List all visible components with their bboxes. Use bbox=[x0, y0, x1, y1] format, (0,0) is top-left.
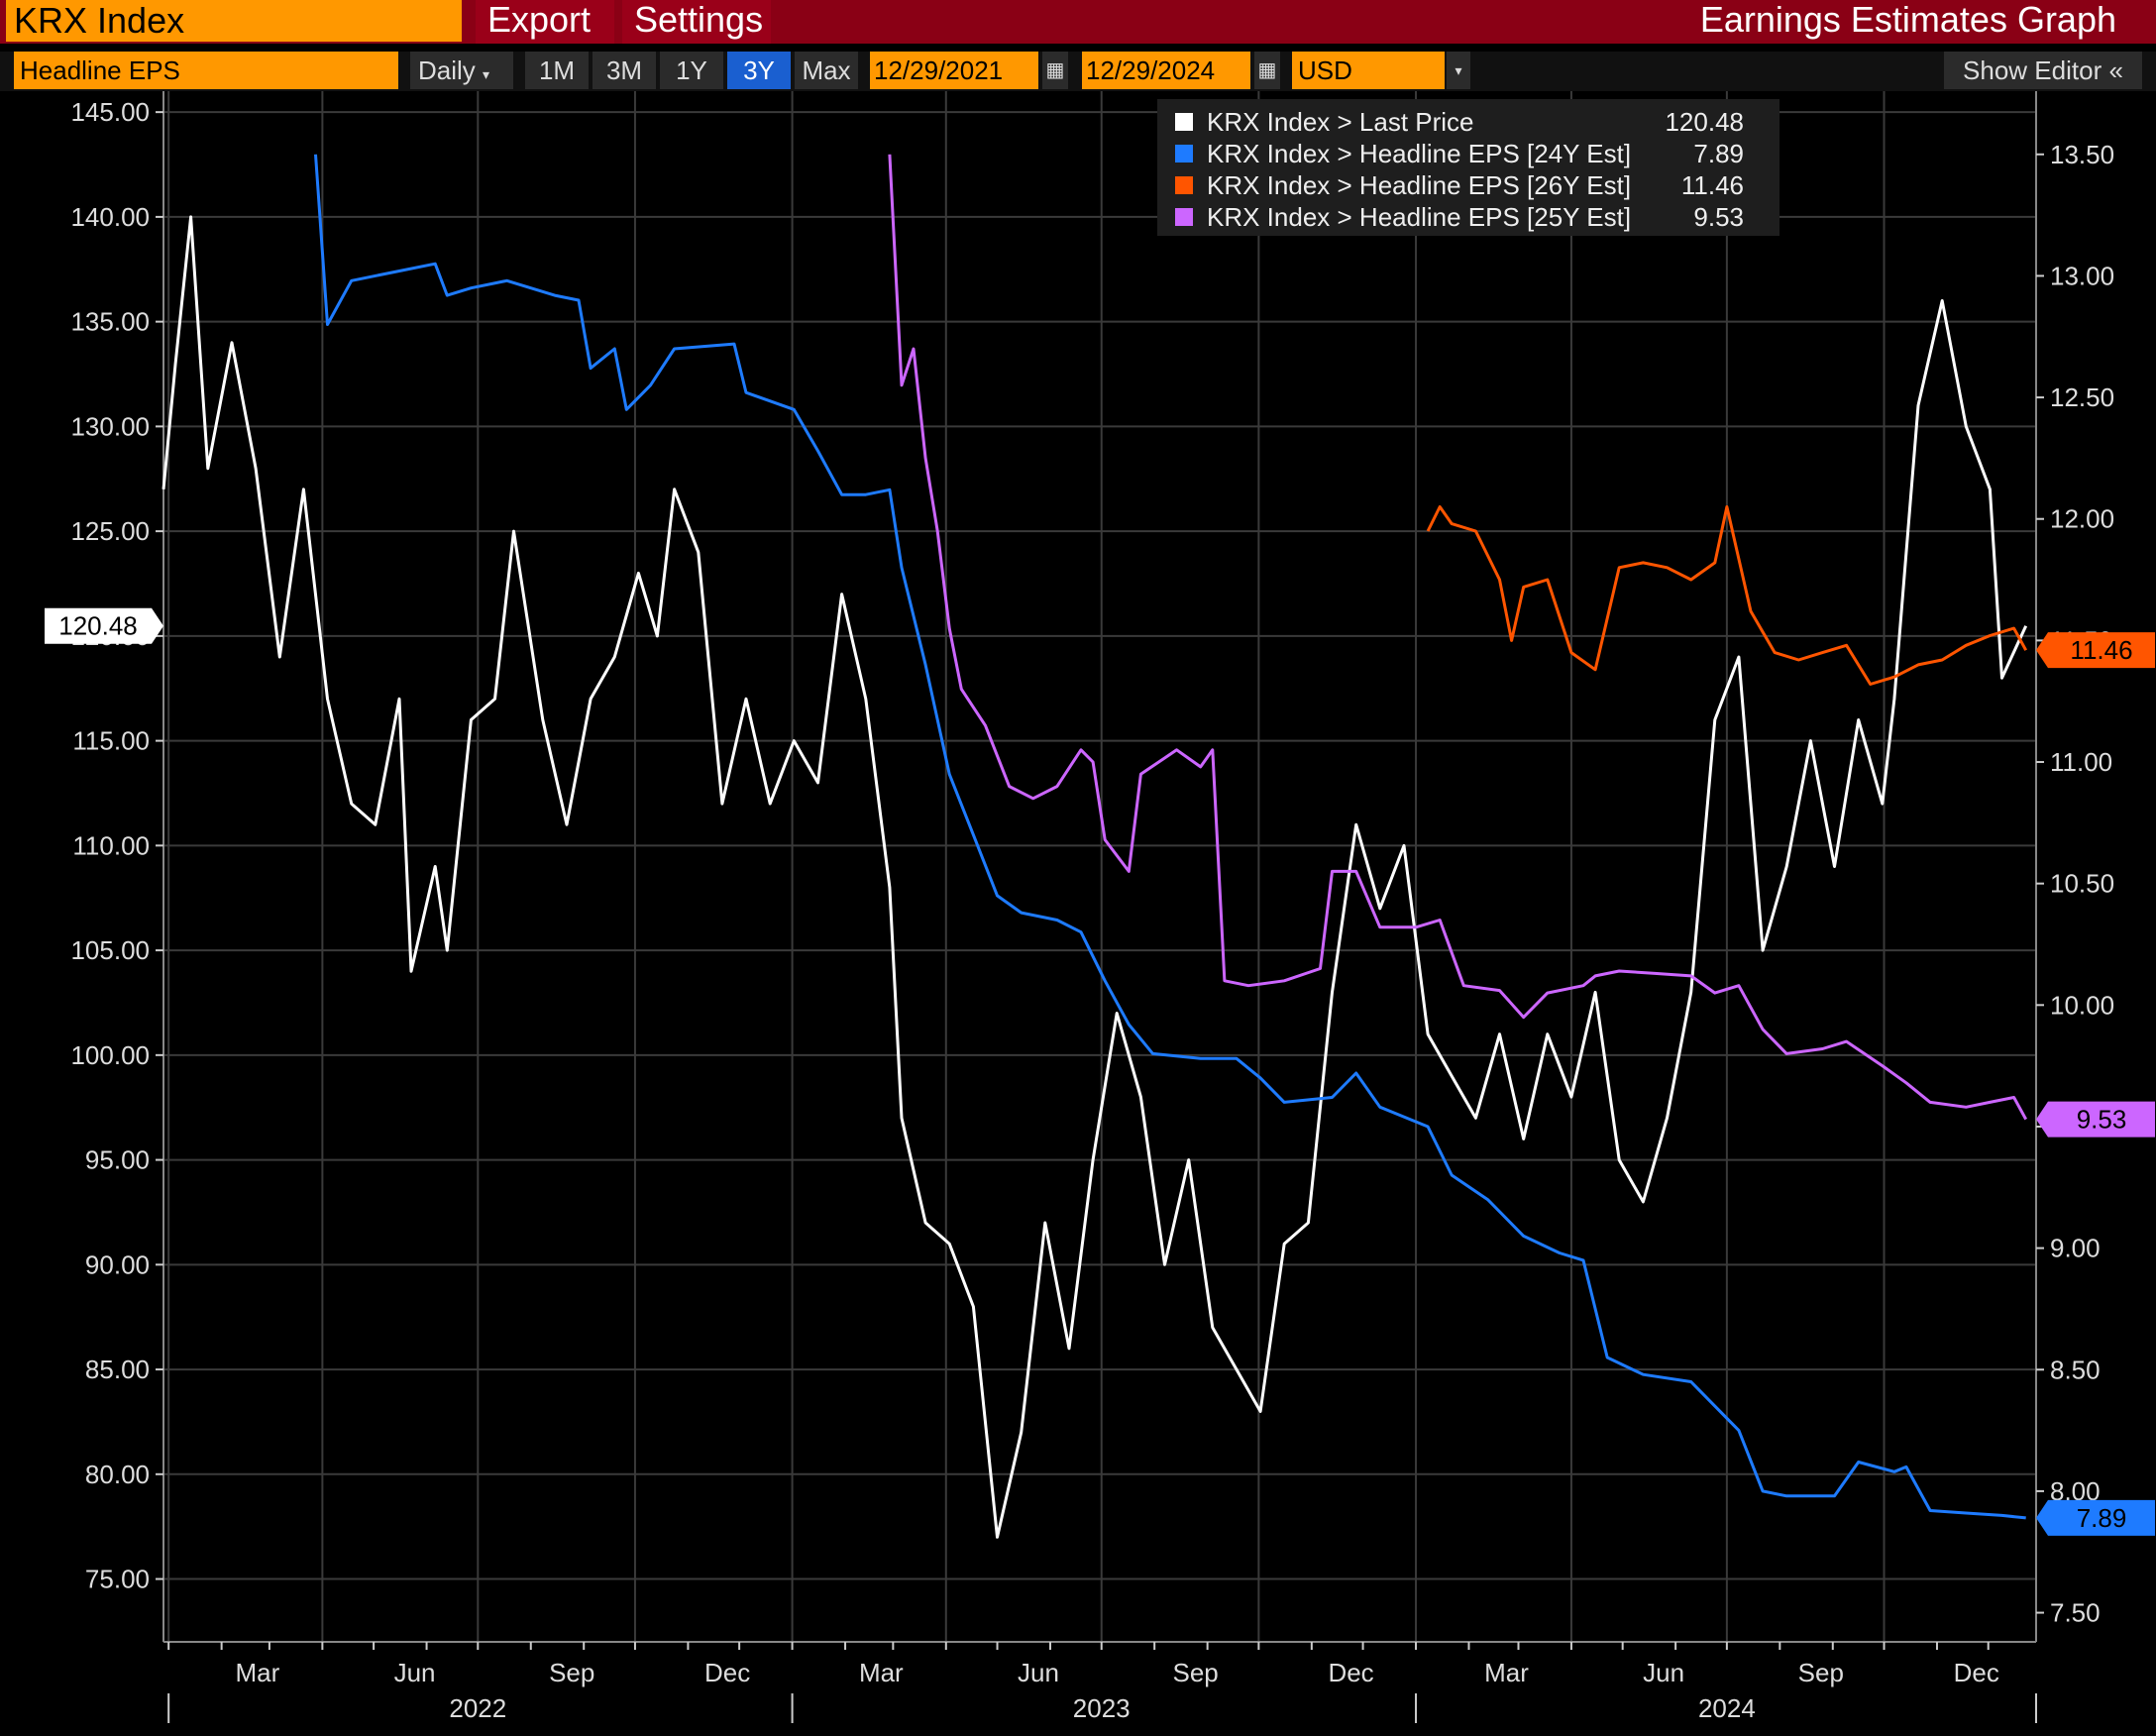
y-right-tick-label: 11.00 bbox=[2050, 747, 2112, 777]
y-left-tick-label: 115.00 bbox=[72, 726, 150, 756]
legend-value-0: 120.48 bbox=[1665, 107, 1744, 137]
y-right-tick-label: 7.50 bbox=[2050, 1598, 2101, 1628]
series-line-0 bbox=[162, 215, 2028, 1539]
range-max-button[interactable]: Max bbox=[795, 52, 858, 89]
legend-swatch-0 bbox=[1175, 113, 1193, 131]
x-tick-label: Jun bbox=[1018, 1658, 1059, 1687]
series-badge-label-2: 11.46 bbox=[2070, 635, 2132, 665]
frequency-label: Daily bbox=[418, 55, 476, 85]
range-3m-button[interactable]: 3M bbox=[593, 52, 656, 89]
range-3y-button[interactable]: 3Y bbox=[727, 52, 791, 89]
x-tick-label: Mar bbox=[236, 1658, 280, 1687]
chart-grid bbox=[163, 91, 2036, 1642]
x-year-label: 2024 bbox=[1698, 1693, 1756, 1723]
chart-series bbox=[162, 154, 2028, 1539]
y-left-tick-label: 100.00 bbox=[70, 1040, 150, 1070]
y-right-tick-label: 13.00 bbox=[2050, 261, 2114, 290]
show-editor-button[interactable]: Show Editor « bbox=[1944, 52, 2142, 89]
last-price-badge-label: 120.48 bbox=[58, 611, 138, 641]
y-left-tick-label: 145.00 bbox=[70, 97, 150, 127]
x-tick-label: Dec bbox=[704, 1658, 750, 1687]
chevron-down-icon[interactable]: ▾ bbox=[1447, 52, 1470, 89]
y-right-tick-label: 10.00 bbox=[2050, 990, 2114, 1020]
y-left-tick-label: 140.00 bbox=[70, 202, 150, 232]
series-line-1 bbox=[314, 154, 2026, 1520]
series-badge-2 bbox=[2036, 632, 2155, 669]
legend-value-3: 9.53 bbox=[1693, 202, 1744, 232]
calendar-icon[interactable]: ▦ bbox=[1042, 52, 1068, 89]
legend-value-1: 7.89 bbox=[1693, 139, 1744, 168]
legend-label-3: KRX Index > Headline EPS [25Y Est] bbox=[1207, 202, 1631, 232]
y-left-tick-label: 90.00 bbox=[85, 1249, 150, 1279]
range-1y-button[interactable]: 1Y bbox=[660, 52, 723, 89]
x-year-label: 2023 bbox=[1073, 1693, 1131, 1723]
frequency-dropdown[interactable]: Daily ▾ bbox=[410, 52, 513, 89]
legend-box bbox=[1157, 99, 1779, 236]
double-chevron-left-icon: « bbox=[2108, 55, 2123, 85]
y-left-tick-label: 135.00 bbox=[70, 307, 150, 337]
y-right-tick-label: 9.00 bbox=[2050, 1234, 2101, 1263]
x-tick-label: Dec bbox=[1328, 1658, 1373, 1687]
x-tick-label: Dec bbox=[1954, 1658, 1999, 1687]
x-tick-label: Jun bbox=[1643, 1658, 1684, 1687]
y-left-tick-label: 80.00 bbox=[85, 1460, 150, 1489]
x-tick-label: Jun bbox=[394, 1658, 436, 1687]
x-tick-label: Sep bbox=[1173, 1658, 1219, 1687]
start-date-input[interactable]: 12/29/2021 bbox=[870, 52, 1038, 89]
window-title: Earnings Estimates Graph bbox=[1699, 0, 2116, 40]
legend-label-2: KRX Index > Headline EPS [26Y Est] bbox=[1207, 170, 1631, 200]
y-left-tick-label: 110.00 bbox=[72, 830, 150, 860]
legend-swatch-1 bbox=[1175, 145, 1193, 163]
chart-axes: 145.00140.00135.00130.00125.00120.00115.… bbox=[70, 91, 2114, 1723]
x-tick-label: Mar bbox=[859, 1658, 904, 1687]
y-left-tick-label: 105.00 bbox=[70, 935, 150, 965]
y-right-tick-label: 12.50 bbox=[2050, 382, 2114, 412]
earnings-chart[interactable]: 145.00140.00135.00130.00125.00120.00115.… bbox=[0, 91, 2156, 1736]
x-tick-label: Mar bbox=[1484, 1658, 1529, 1687]
y-right-tick-label: 12.00 bbox=[2050, 504, 2114, 534]
end-date-input[interactable]: 12/29/2024 bbox=[1082, 52, 1250, 89]
currency-input[interactable]: USD bbox=[1292, 52, 1445, 89]
chevron-down-icon: ▾ bbox=[483, 66, 490, 82]
show-editor-label: Show Editor bbox=[1963, 55, 2102, 85]
series-badge-1 bbox=[2036, 1499, 2155, 1536]
y-left-tick-label: 85.00 bbox=[85, 1355, 150, 1384]
range-1m-button[interactable]: 1M bbox=[525, 52, 589, 89]
legend-swatch-3 bbox=[1175, 208, 1193, 226]
toolbar: Headline EPS Daily ▾ 1M 3M 1Y 3Y Max 12/… bbox=[0, 52, 2156, 91]
series-badge-label-1: 7.89 bbox=[2077, 1503, 2127, 1533]
legend-value-2: 11.46 bbox=[1681, 170, 1744, 200]
security-field[interactable]: KRX Index bbox=[6, 0, 462, 42]
series-line-2 bbox=[1426, 505, 2028, 686]
x-tick-label: Sep bbox=[549, 1658, 594, 1687]
legend-swatch-2 bbox=[1175, 176, 1193, 194]
last-price-badge bbox=[45, 607, 163, 644]
x-year-label: 2022 bbox=[449, 1693, 506, 1723]
y-right-tick-label: 10.50 bbox=[2050, 869, 2114, 899]
legend-label-1: KRX Index > Headline EPS [24Y Est] bbox=[1207, 139, 1631, 168]
export-menu[interactable]: Export bbox=[476, 0, 614, 44]
x-tick-label: Sep bbox=[1798, 1658, 1844, 1687]
series-badge-3 bbox=[2036, 1101, 2155, 1138]
legend-label-0: KRX Index > Last Price bbox=[1207, 107, 1474, 137]
series-line-3 bbox=[888, 154, 2028, 1121]
y-left-tick-label: 130.00 bbox=[70, 411, 150, 441]
y-right-tick-label: 13.50 bbox=[2050, 140, 2114, 169]
field-selector[interactable]: Headline EPS bbox=[14, 52, 398, 89]
last-value-badges: 120.48 7.89 11.46 9.53 bbox=[45, 607, 2155, 1536]
series-badge-label-3: 9.53 bbox=[2077, 1105, 2127, 1135]
y-left-tick-label: 95.00 bbox=[85, 1145, 150, 1175]
y-left-tick-label: 125.00 bbox=[70, 516, 150, 546]
y-right-tick-label: 8.50 bbox=[2050, 1355, 2101, 1384]
y-left-tick-label: 75.00 bbox=[85, 1565, 150, 1594]
settings-menu[interactable]: Settings bbox=[622, 0, 771, 44]
calendar-icon[interactable]: ▦ bbox=[1254, 52, 1280, 89]
chart-legend: KRX Index > Last Price 120.48 KRX Index > … bbox=[1157, 99, 1779, 236]
header-bar: KRX Index Export Settings Earnings Estim… bbox=[0, 0, 2156, 44]
